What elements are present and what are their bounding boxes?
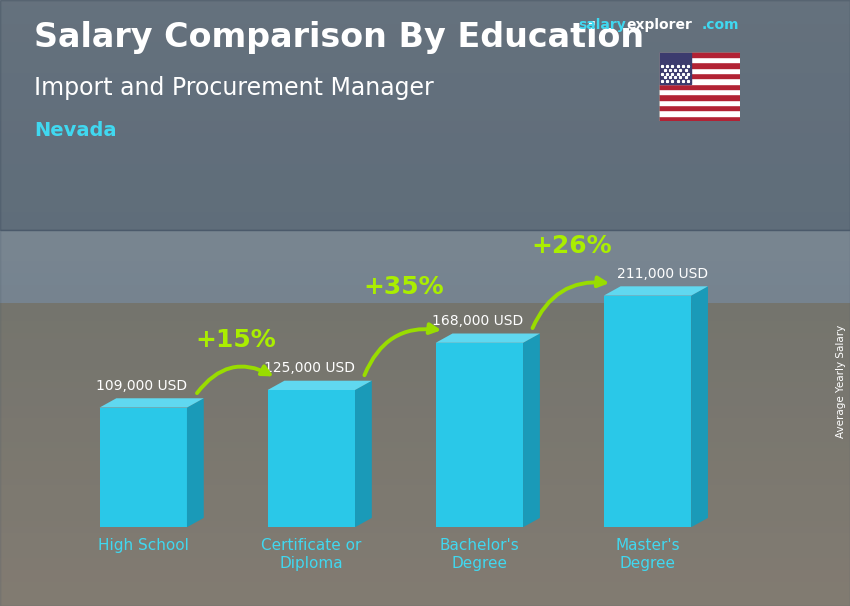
Polygon shape xyxy=(355,381,371,527)
Text: salary: salary xyxy=(578,18,626,32)
Text: 168,000 USD: 168,000 USD xyxy=(433,315,524,328)
Bar xyxy=(0,0,850,230)
Bar xyxy=(659,57,740,62)
Polygon shape xyxy=(691,286,708,527)
Bar xyxy=(659,62,740,68)
Bar xyxy=(659,52,691,84)
Text: +35%: +35% xyxy=(364,275,444,299)
Bar xyxy=(659,78,740,84)
Text: 109,000 USD: 109,000 USD xyxy=(96,379,187,393)
Text: +15%: +15% xyxy=(196,328,276,352)
Text: explorer: explorer xyxy=(626,18,692,32)
Text: Salary Comparison By Education: Salary Comparison By Education xyxy=(34,21,644,54)
Bar xyxy=(659,84,740,89)
Polygon shape xyxy=(436,333,540,343)
Bar xyxy=(659,110,740,116)
Text: +26%: +26% xyxy=(531,233,612,258)
Polygon shape xyxy=(523,333,540,527)
Text: 125,000 USD: 125,000 USD xyxy=(264,361,355,376)
Polygon shape xyxy=(187,398,204,527)
Text: Import and Procurement Manager: Import and Procurement Manager xyxy=(34,76,434,100)
Polygon shape xyxy=(268,381,371,390)
Text: Average Yearly Salary: Average Yearly Salary xyxy=(836,325,846,438)
Bar xyxy=(659,116,740,121)
Bar xyxy=(268,390,355,527)
Bar xyxy=(0,230,850,606)
Bar xyxy=(659,68,740,73)
Polygon shape xyxy=(604,286,708,296)
Text: Nevada: Nevada xyxy=(34,121,116,140)
Polygon shape xyxy=(99,398,204,408)
Bar xyxy=(659,73,740,78)
Bar xyxy=(604,296,691,527)
Bar xyxy=(659,89,740,95)
Bar xyxy=(99,408,187,527)
Bar xyxy=(659,100,740,105)
Text: 211,000 USD: 211,000 USD xyxy=(617,267,708,281)
Bar xyxy=(436,343,523,527)
Text: .com: .com xyxy=(701,18,739,32)
Bar xyxy=(659,52,740,57)
Bar xyxy=(659,95,740,100)
Bar xyxy=(659,105,740,110)
